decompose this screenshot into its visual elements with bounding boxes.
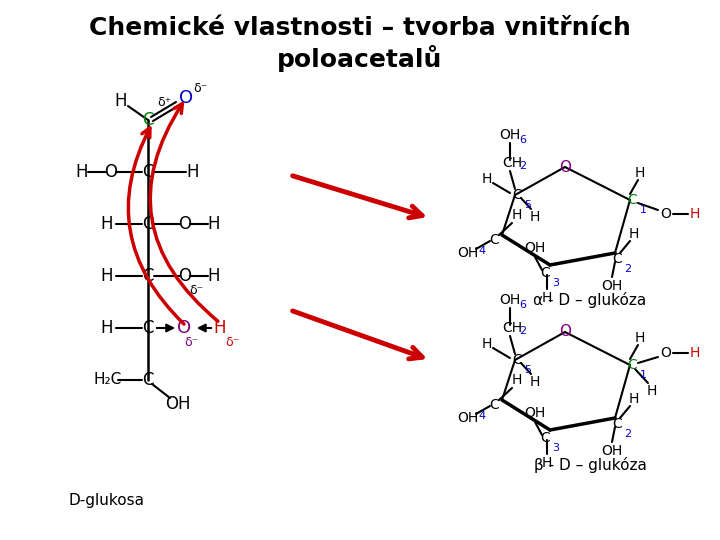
Text: C: C — [512, 188, 522, 202]
Text: H₂C: H₂C — [94, 373, 122, 388]
Text: H: H — [635, 166, 645, 180]
Text: C: C — [540, 266, 550, 280]
Text: OH: OH — [166, 395, 191, 413]
Text: δ⁻: δ⁻ — [193, 82, 207, 94]
Text: δ⁻: δ⁻ — [225, 335, 239, 348]
Text: CH: CH — [502, 321, 522, 335]
Text: O: O — [104, 163, 117, 181]
Text: C: C — [489, 233, 499, 247]
Text: H: H — [186, 163, 199, 181]
Text: δ⁺: δ⁺ — [157, 96, 171, 109]
Text: H: H — [482, 172, 492, 186]
Text: O: O — [179, 215, 192, 233]
Text: C: C — [143, 319, 154, 337]
Text: H: H — [114, 92, 127, 110]
Text: H: H — [101, 215, 113, 233]
Text: C: C — [612, 417, 622, 431]
Text: OH: OH — [524, 241, 546, 255]
Text: C: C — [143, 267, 154, 285]
Text: H: H — [208, 267, 220, 285]
Text: β - D – glukóza: β - D – glukóza — [534, 457, 647, 473]
Text: H: H — [629, 392, 639, 406]
Text: D-glukosa: D-glukosa — [68, 492, 144, 508]
Text: H: H — [690, 346, 700, 360]
Text: α - D – glukóza: α - D – glukóza — [534, 292, 647, 308]
Text: O: O — [177, 319, 191, 337]
Text: C: C — [627, 358, 637, 372]
Text: H: H — [629, 227, 639, 241]
Text: H: H — [690, 207, 700, 221]
Text: O: O — [660, 207, 672, 221]
Text: C: C — [143, 371, 154, 389]
Text: δ⁻: δ⁻ — [189, 284, 203, 296]
Text: OH: OH — [457, 246, 479, 260]
Text: 5: 5 — [524, 365, 531, 375]
Text: C: C — [627, 193, 637, 207]
Text: H: H — [76, 163, 89, 181]
Text: 1: 1 — [639, 370, 647, 380]
Text: O: O — [559, 325, 571, 340]
Text: H: H — [482, 337, 492, 351]
Text: O: O — [559, 159, 571, 174]
Text: H: H — [530, 210, 540, 224]
Text: C: C — [143, 215, 154, 233]
Text: 5: 5 — [524, 200, 531, 210]
Text: 6: 6 — [520, 300, 526, 310]
Text: H: H — [512, 373, 522, 387]
Text: H: H — [542, 291, 552, 305]
Text: C: C — [489, 398, 499, 412]
Text: poloacetalů: poloacetalů — [277, 44, 443, 71]
Text: H: H — [208, 215, 220, 233]
Text: H: H — [101, 267, 113, 285]
Text: OH: OH — [601, 444, 623, 458]
Text: C: C — [612, 252, 622, 266]
Text: 2: 2 — [519, 326, 526, 336]
Text: 4: 4 — [478, 411, 485, 421]
Text: OH: OH — [500, 293, 521, 307]
Text: 3: 3 — [552, 443, 559, 453]
Text: H: H — [647, 384, 657, 398]
Text: 2: 2 — [624, 264, 631, 274]
Text: 1: 1 — [639, 205, 647, 215]
Text: 2: 2 — [624, 429, 631, 439]
Text: δ⁻: δ⁻ — [184, 335, 198, 348]
Text: O: O — [179, 89, 193, 107]
Text: C: C — [540, 431, 550, 445]
Text: C: C — [143, 111, 154, 129]
Text: H: H — [635, 331, 645, 345]
Text: C: C — [512, 353, 522, 367]
Text: H: H — [214, 319, 226, 337]
Text: OH: OH — [500, 128, 521, 142]
Text: Chemické vlastnosti – tvorba vnitřních: Chemické vlastnosti – tvorba vnitřních — [89, 16, 631, 40]
Text: CH: CH — [502, 156, 522, 170]
Text: O: O — [660, 346, 672, 360]
Text: H: H — [542, 456, 552, 470]
Text: OH: OH — [601, 279, 623, 293]
Text: 3: 3 — [552, 278, 559, 288]
Text: H: H — [512, 208, 522, 222]
Text: 4: 4 — [478, 246, 485, 256]
Text: OH: OH — [457, 411, 479, 425]
Text: 2: 2 — [519, 161, 526, 171]
Text: OH: OH — [524, 406, 546, 420]
Text: H: H — [101, 319, 113, 337]
Text: O: O — [179, 267, 192, 285]
Text: H: H — [530, 375, 540, 389]
Text: C: C — [143, 163, 154, 181]
Text: 6: 6 — [520, 135, 526, 145]
